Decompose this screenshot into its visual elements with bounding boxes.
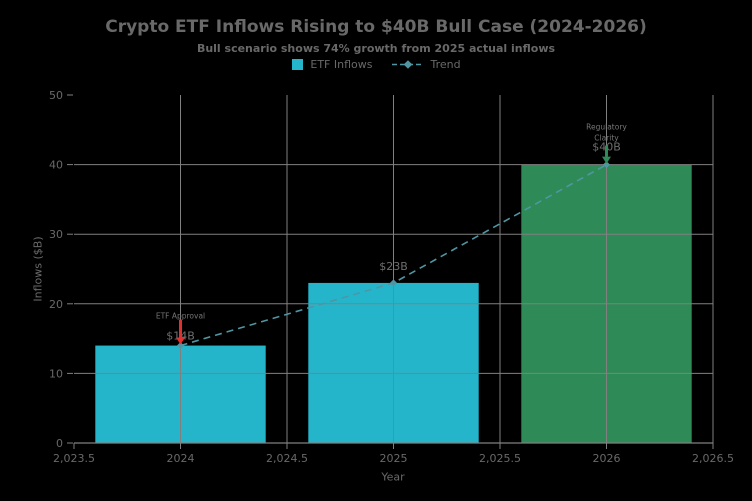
y-tick-label: 0	[56, 437, 63, 450]
chart-subtitle: Bull scenario shows 74% growth from 2025…	[196, 42, 556, 55]
bar-value-label: $23B	[379, 260, 408, 273]
trend-marker	[390, 279, 397, 287]
x-tick-label: 2025	[380, 452, 408, 465]
chart-title: Crypto ETF Inflows Rising to $40B Bull C…	[105, 17, 647, 37]
legend-label-trend: Trend	[430, 58, 461, 71]
legend-swatch-square-icon	[292, 59, 304, 70]
x-tick-label: 2026	[593, 452, 621, 465]
annotation-arrowhead-regulatory-clarity	[602, 156, 611, 164]
trend-marker	[603, 161, 610, 169]
legend-label-etf-inflows: ETF Inflows	[310, 58, 373, 71]
y-tick-label: 50	[49, 89, 63, 102]
x-tick-label: 2,025.5	[479, 452, 521, 465]
legend: ETF Inflows Trend	[0, 58, 752, 71]
legend-item-trend[interactable]: Trend	[391, 58, 461, 71]
x-tick-label: 2,023.5	[53, 452, 95, 465]
x-tick-label: 2,024.5	[266, 452, 308, 465]
legend-swatch-trend-line-icon	[391, 60, 424, 69]
legend-item-etf-inflows[interactable]: ETF Inflows	[291, 58, 373, 71]
y-tick-label: 40	[49, 159, 63, 172]
annotation-text-regulatory-clarity: Clarity	[594, 134, 619, 143]
y-tick-label: 30	[49, 228, 63, 241]
y-tick-label: 20	[49, 298, 63, 311]
x-tick-label: 2,026.5	[692, 452, 734, 465]
annotation-arrowhead-etf-approval	[176, 337, 185, 345]
y-tick-label: 10	[49, 367, 63, 380]
annotation-text-regulatory-clarity: Regulatory	[586, 123, 627, 132]
x-tick-label: 2024	[167, 452, 195, 465]
annotation-text-etf-approval: ETF Approval	[156, 312, 205, 321]
x-axis-title: Year	[381, 470, 405, 484]
trend-marker	[177, 342, 184, 350]
